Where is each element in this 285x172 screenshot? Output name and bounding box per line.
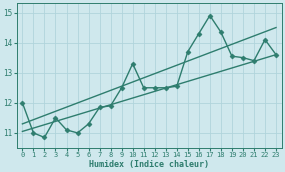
X-axis label: Humidex (Indice chaleur): Humidex (Indice chaleur) [89, 159, 209, 169]
